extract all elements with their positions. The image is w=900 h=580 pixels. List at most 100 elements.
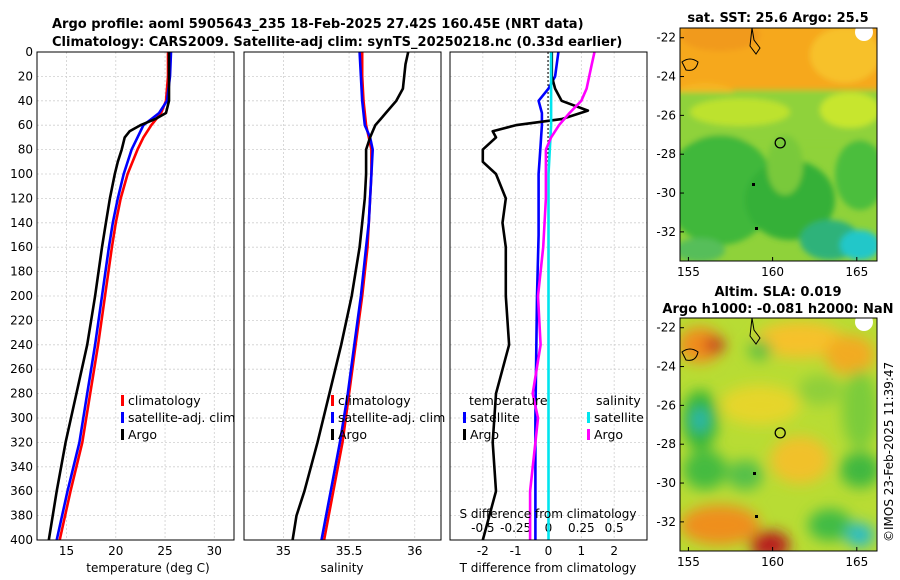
sst-heatmap [680,28,877,261]
legend-swatch-t-argo [463,429,466,440]
depth-tick-label: 0 [25,45,33,59]
sla-lat-ticks: -22 -24 -26 -28 -30 -32 [656,321,684,529]
salinity-xlabel: salinity [320,561,363,575]
legend-label-climatology: climatology [128,393,201,408]
header-line-2: Climatology: CARS2009. Satellite-adj cli… [52,35,622,50]
lat-tick-label: -32 [656,515,676,529]
lat-tick-label: -24 [656,70,676,84]
lat-tick-label: -30 [656,476,676,490]
depth-tick-label: 20 [18,69,33,83]
salinity-panel: 35 35.5 36 salinity climatology satellite-… [243,51,445,575]
x-tick-label: 35 [276,544,291,558]
salinity-lines [291,51,410,541]
sst-map: sat. SST: 25.6 Argo: 25.5 [656,11,878,279]
depth-tick-label: 60 [18,118,33,132]
depth-tick-label: 400 [10,533,33,547]
lat-tick-label: -22 [656,31,676,45]
legend-swatch-t-satellite [463,412,466,423]
lon-tick-label: 160 [761,555,784,569]
difference-s-x-ticks: -0.5-0.2500.250.5 [471,521,624,535]
s-tick-label: 0.25 [568,521,595,535]
s-tick-label: 0.5 [605,521,624,535]
legend-label-s-satellite: satellite [594,410,644,425]
legend-label-argo: Argo [128,427,157,442]
legend-title-temperature: temperature [469,393,548,408]
sst-map-frame [679,27,878,262]
difference-x-ticks: -2 -1 0 1 2 [477,544,618,558]
depth-tick-label: 160 [10,240,33,254]
temperature-xlabel: temperature (deg C) [86,561,209,575]
lat-tick-label: -24 [656,360,676,374]
sla-map-frame [679,317,878,552]
depth-tick-label: 380 [10,509,33,523]
series-temperature-satellite [534,51,560,540]
imos-watermark: ©IMOS 23-Feb-2025 11:39:47 [882,362,896,542]
x-tick-label: 35.5 [336,544,363,558]
legend-label-s-argo: Argo [594,427,623,442]
temperature-legend: climatology satellite-adj. clim Argo [121,393,235,442]
lon-tick-label: 165 [845,555,868,569]
sla-lon-ticks: 155 160 165 [677,547,868,569]
depth-tick-label: 220 [10,313,33,327]
x-tick-label: 1 [578,544,586,558]
sla-argo-position-marker [774,427,786,439]
lat-tick-label: -22 [656,321,676,335]
depth-tick-label: 40 [18,94,33,108]
depth-tick-label: 140 [10,216,33,230]
x-tick-label: 20 [108,544,123,558]
lon-tick-label: 165 [845,265,868,279]
lat-tick-label: -30 [656,186,676,200]
x-tick-label: 30 [207,544,222,558]
sst-map-title: sat. SST: 25.6 Argo: 25.5 [687,11,868,26]
depth-tick-label: 200 [10,289,33,303]
depth-tick-label: 320 [10,435,33,449]
legend-label-satellite-adj: satellite-adj. clim [128,410,235,425]
lon-tick-label: 160 [761,265,784,279]
temperature-x-ticks: 15 20 25 30 [59,544,222,558]
difference-legend-temperature: temperature satellite Argo [463,393,548,442]
depth-tick-label: 280 [10,387,33,401]
difference-axes-frame [449,51,648,541]
difference-xlabel: T difference from climatology [459,561,637,575]
lon-tick-label: 155 [677,555,700,569]
series-salinity-argo [528,51,596,540]
difference-top-label: S difference from climatology [460,507,637,521]
s-tick-label: -0.25 [500,521,531,535]
depth-tick-label: 180 [10,265,33,279]
difference-panel: -2 -1 0 1 2 -0.5 -0.25 0 0.25 0.5 T difference f… [449,51,648,575]
salinity-grid [244,51,441,541]
x-tick-label: 15 [59,544,74,558]
difference-legend-salinity: salinity satellite Argo [587,393,644,442]
sst-lon-ticks: 155 160 165 [677,257,868,279]
x-tick-label: 2 [610,544,618,558]
depth-tick-label: 260 [10,362,33,376]
temperature-axes-frame [36,51,235,541]
depth-tick-label: 240 [10,338,33,352]
series-temperature-argo [481,52,590,541]
depth-tick-label: 80 [18,143,33,157]
sla-heatmap [680,318,877,551]
legend-swatch-s-argo [587,429,590,440]
legend-swatch-s-satellite [587,412,590,423]
lat-tick-label: -32 [656,225,676,239]
legend-swatch-satellite-adj [121,412,124,423]
x-tick-label: 36 [407,544,422,558]
sla-map: Altim. SLA: 0.019 Argo h1000: -0.081 h20… [656,285,893,569]
depth-tick-label: 340 [10,460,33,474]
legend-label-t-satellite: satellite [470,410,520,425]
difference-lines [481,51,596,541]
temperature-lines [47,51,173,541]
legend-label-satellite-adj: satellite-adj. clim [338,410,445,425]
header-line-1: Argo profile: aoml 5905643_235 18-Feb-20… [52,17,584,32]
legend-swatch-climatology [121,395,124,406]
lat-tick-label: -28 [656,437,676,451]
depth-tick-label: 120 [10,191,33,205]
temperature-panel: 0 20 40 60 80 100 120 140 160 180 200 220 240 260 280 3… [10,45,235,575]
depth-tick-label: 100 [10,167,33,181]
series-salinity-satellite [547,52,553,540]
salinity-legend: climatology satellite-adj. clim Argo [331,393,445,442]
series-argo [291,51,410,541]
temperature-depth-ticks: 0 20 40 60 80 100 120 140 160 180 200 220 240 260 280 3… [10,45,33,547]
legend-label-t-argo: Argo [470,427,499,442]
